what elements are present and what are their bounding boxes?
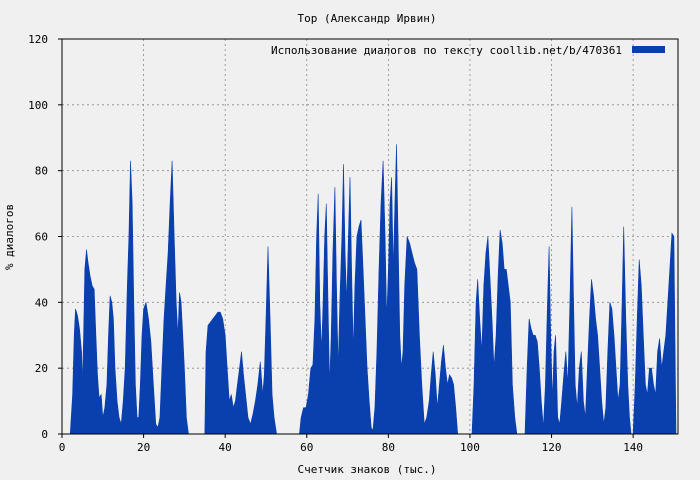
x-tick-label: 120 — [542, 441, 562, 454]
x-tick-label: 140 — [623, 441, 643, 454]
x-tick-label: 80 — [382, 441, 395, 454]
grid — [62, 39, 678, 434]
x-tick-label: 20 — [137, 441, 150, 454]
x-tick-label: 100 — [460, 441, 480, 454]
y-axis-label: % диалогов — [3, 204, 16, 270]
x-tick-label: 40 — [219, 441, 232, 454]
y-axis: 0 20 40 60 80 100 120 — [28, 33, 62, 441]
x-axis-label: Счетчик знаков (тыс.) — [297, 463, 436, 476]
y-tick-label: 40 — [35, 296, 48, 309]
series-layer — [69, 144, 677, 435]
plot-area — [62, 39, 678, 434]
series-area — [69, 144, 677, 435]
x-tick-label: 0 — [59, 441, 66, 454]
y-tick-label: 0 — [41, 428, 48, 441]
x-tick-label: 60 — [300, 441, 313, 454]
legend-swatch — [632, 46, 665, 53]
chart-title: Тор (Александр Ирвин) — [297, 12, 436, 25]
y-tick-label: 20 — [35, 362, 48, 375]
x-axis: 0 20 40 60 80 100 120 140 — [59, 434, 643, 454]
y-tick-label: 60 — [35, 231, 48, 244]
y-tick-label: 100 — [28, 99, 48, 112]
y-tick-label: 120 — [28, 33, 48, 46]
y-tick-label: 80 — [35, 165, 48, 178]
legend: Использование диалогов по тексту coollib… — [271, 44, 665, 57]
legend-label: Использование диалогов по тексту coollib… — [271, 44, 622, 57]
